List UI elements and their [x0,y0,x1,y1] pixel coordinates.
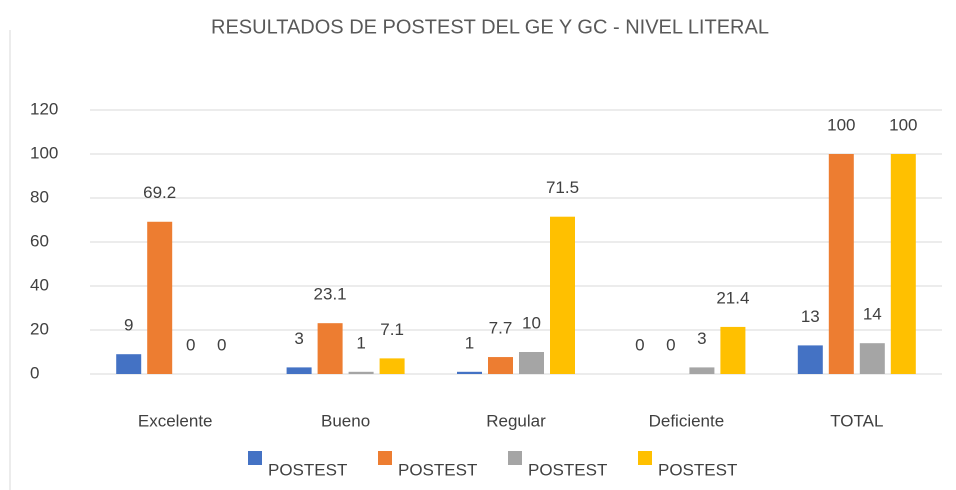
data-label: 3 [697,329,706,348]
bar [116,354,142,374]
bar [457,371,482,374]
x-tick-label: TOTAL [830,411,883,430]
bar [720,326,746,374]
x-tick-label: Excelente [138,411,213,430]
bar [147,221,173,374]
legend-label: POSTEST [658,460,737,479]
data-label: 0 [186,335,195,354]
data-label: 0 [635,335,644,354]
data-label: 1 [356,333,365,352]
data-label: 69.2 [143,183,176,202]
data-label: 1 [465,333,474,352]
bar [348,371,374,374]
legend-label: POSTEST [398,460,477,479]
y-tick-label: 20 [30,319,49,338]
data-label: 7.1 [380,320,404,339]
bar [828,154,854,374]
data-label: 23.1 [314,285,347,304]
legend-swatch [248,451,262,465]
data-label: 0 [217,335,226,354]
y-tick-label: 40 [30,275,49,294]
data-label: 0 [666,335,675,354]
bar [689,367,715,374]
legend-label: POSTEST [528,460,607,479]
data-label: 3 [294,329,303,348]
x-tick-label: Bueno [321,411,370,430]
bar [317,323,343,374]
bar [488,357,513,374]
legend-swatch [638,451,652,465]
bar [286,367,312,374]
y-tick-label: 60 [30,231,49,250]
data-label: 13 [801,307,820,326]
chart-title: RESULTADOS DE POSTEST DEL GE Y GC - NIVE… [211,16,769,38]
data-label: 71.5 [546,178,579,197]
bar [890,154,916,374]
data-label: 100 [889,115,917,134]
bar [859,343,885,374]
bar [379,358,405,374]
data-label: 21.4 [716,288,749,307]
bar [550,216,575,374]
bar [797,345,823,374]
data-label: 9 [124,316,133,335]
data-label: 100 [827,115,855,134]
x-tick-label: Deficiente [649,411,725,430]
y-tick-label: 0 [30,363,39,382]
y-tick-label: 120 [30,99,58,118]
legend-swatch [378,451,392,465]
x-tick-label: Regular [486,411,546,430]
legend-swatch [508,451,522,465]
y-tick-label: 80 [30,187,49,206]
data-label: 10 [522,313,541,332]
y-tick-label: 100 [30,143,58,162]
data-label: 7.7 [489,319,513,338]
data-label: 14 [863,305,882,324]
legend-label: POSTEST [268,460,347,479]
bar [519,352,544,374]
